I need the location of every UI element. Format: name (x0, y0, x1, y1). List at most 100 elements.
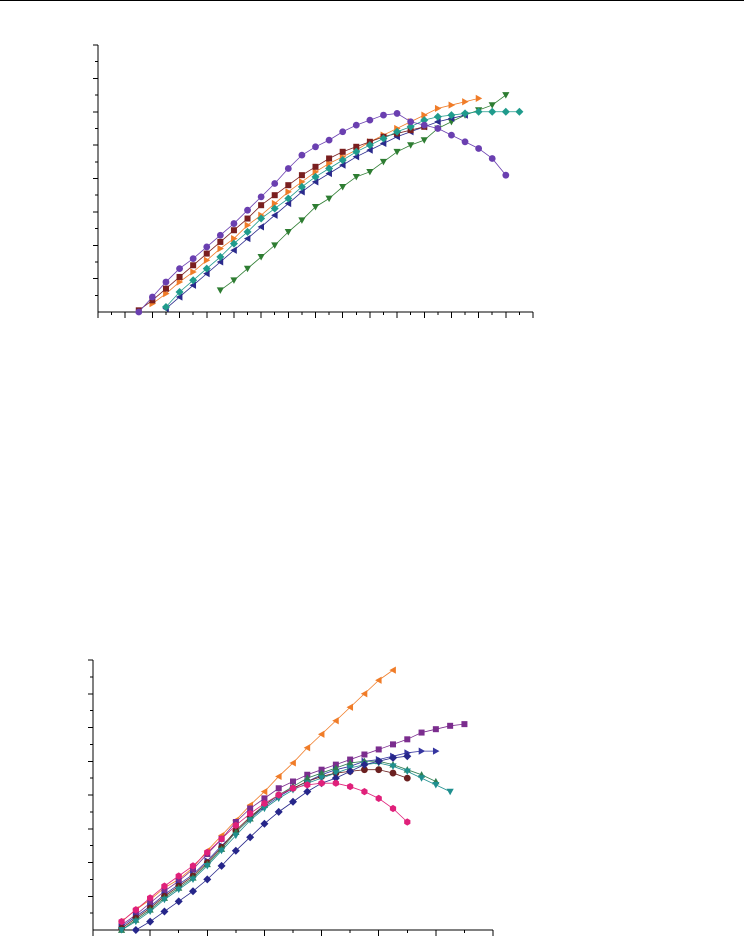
top-chart-data-point (501, 107, 510, 116)
top-chart-data-point (393, 110, 401, 117)
bottom-chart-data-point (432, 747, 440, 755)
bottom-chart-data-point (361, 766, 368, 774)
bottom-chart-data-point (375, 794, 382, 802)
bottom-chart-data-point (217, 861, 226, 870)
bottom-chart-data-point (275, 772, 282, 781)
top-chart-data-point (216, 252, 225, 261)
top-chart-data-point (203, 250, 210, 257)
bottom-chart-series-5 (117, 757, 440, 933)
top-chart-data-point (190, 268, 197, 276)
bottom-chart-data-point (446, 788, 454, 796)
bottom-chart-data-point (374, 757, 383, 766)
top-chart-data-point (461, 138, 469, 146)
top-chart-data-point (380, 111, 387, 119)
top-chart-data-point (244, 215, 251, 222)
bottom-chart-data-point (261, 795, 268, 802)
bottom-chart-data-point (375, 676, 382, 684)
bottom-chart-data-point (375, 766, 383, 774)
bottom-chart-data-point (389, 753, 397, 762)
bottom-chart-data-point (204, 848, 211, 856)
top-chart-data-point (433, 112, 442, 121)
top-chart-data-point (176, 265, 183, 273)
page-top-rule (0, 0, 744, 1)
top-chart-data-point (502, 92, 510, 99)
top-chart-data-point (190, 262, 197, 269)
top-chart-data-point (406, 122, 415, 131)
bottom-chart-series-1 (117, 666, 396, 926)
top-chart-data-point (311, 203, 320, 211)
top-chart-data-point (325, 195, 333, 203)
top-chart-data-point (366, 168, 374, 176)
bottom-chart-data-point (303, 774, 311, 782)
top-chart-data-point (475, 94, 483, 102)
top-chart-data-point (257, 254, 265, 261)
top-chart-data-point (257, 193, 265, 201)
bottom-chart-data-point (346, 767, 355, 776)
top-chart-data-point (311, 178, 319, 186)
bottom-chart-data-point (203, 875, 212, 884)
top-chart-data-point (202, 264, 211, 273)
bottom-chart-data-point (218, 835, 225, 843)
top-chart-data-point (488, 107, 497, 116)
top-chart-data-point (352, 147, 361, 156)
bottom-chart-data-point (389, 763, 397, 770)
top-chart-data-point (447, 111, 456, 120)
top-chart-data-point (326, 155, 333, 162)
top-chart-data-point (203, 270, 210, 278)
top-chart-data-point (216, 231, 224, 239)
top-chart-data-point (461, 109, 470, 118)
top-chart-data-point (420, 121, 428, 129)
top-chart-data-point (298, 217, 306, 224)
bottom-chart-data-point (146, 917, 155, 926)
bottom-chart-data-point (147, 894, 154, 902)
bottom-chart-data-point (246, 833, 255, 842)
top-chart-data-point (284, 165, 292, 172)
top-chart-data-point (365, 141, 374, 150)
top-chart-data-point (203, 256, 211, 264)
bottom-chart-data-point (447, 722, 454, 729)
top-chart-data-point (230, 227, 237, 234)
bottom-chart-data-point (217, 847, 226, 855)
top-chart-data-point (434, 118, 441, 126)
bottom-chart-data-point (117, 927, 126, 934)
bottom-chart-data-point (161, 882, 168, 890)
top-chart-data-point (379, 134, 388, 143)
top-chart-data-point (176, 278, 184, 286)
top-chart-data-point (257, 214, 266, 223)
bottom-chart-data-point (317, 769, 326, 776)
bottom-chart-data-point (260, 819, 269, 828)
top-chart-data-point (203, 243, 211, 251)
bottom-chart-data-point (290, 778, 296, 785)
bottom-chart-data-point (175, 878, 182, 885)
top-chart-data-point (162, 278, 170, 286)
top-chart-data-point (271, 180, 279, 187)
bottom-chart-data-point (275, 785, 282, 792)
top-chart-series-line (138, 113, 507, 313)
top-chart-data-point (189, 255, 197, 262)
top-chart-data-point (502, 171, 510, 179)
top-chart-data-point (230, 220, 238, 227)
top-chart-data-point (161, 302, 170, 311)
bottom-chart-data-point (232, 832, 240, 840)
bottom-chart-data-point (389, 666, 396, 674)
top-chart-data-point (353, 143, 360, 150)
bottom-chart-data-point (417, 775, 426, 782)
top-chart-data-point (230, 277, 238, 284)
top-chart-data-point (298, 172, 305, 179)
top-chart-data-point (285, 188, 292, 196)
top-chart-data-point (284, 199, 292, 208)
top-chart-data-point (216, 258, 224, 266)
top-chart-data-point (338, 156, 347, 165)
bottom-chart-data-point (189, 862, 197, 870)
top-chart-data-point (339, 128, 347, 136)
bottom-chart-data-point (346, 703, 354, 711)
top-chart-data-point (175, 287, 184, 296)
bottom-chart-data-point (332, 764, 340, 771)
bottom-chart-data-point (346, 759, 354, 766)
top-chart-data-point (407, 142, 415, 149)
top-chart-series-line (220, 94, 507, 291)
bottom-chart-data-point (189, 887, 197, 896)
top-chart-axes (93, 44, 534, 318)
top-chart-data-point (257, 223, 265, 231)
bottom-chart-data-point (261, 799, 268, 808)
